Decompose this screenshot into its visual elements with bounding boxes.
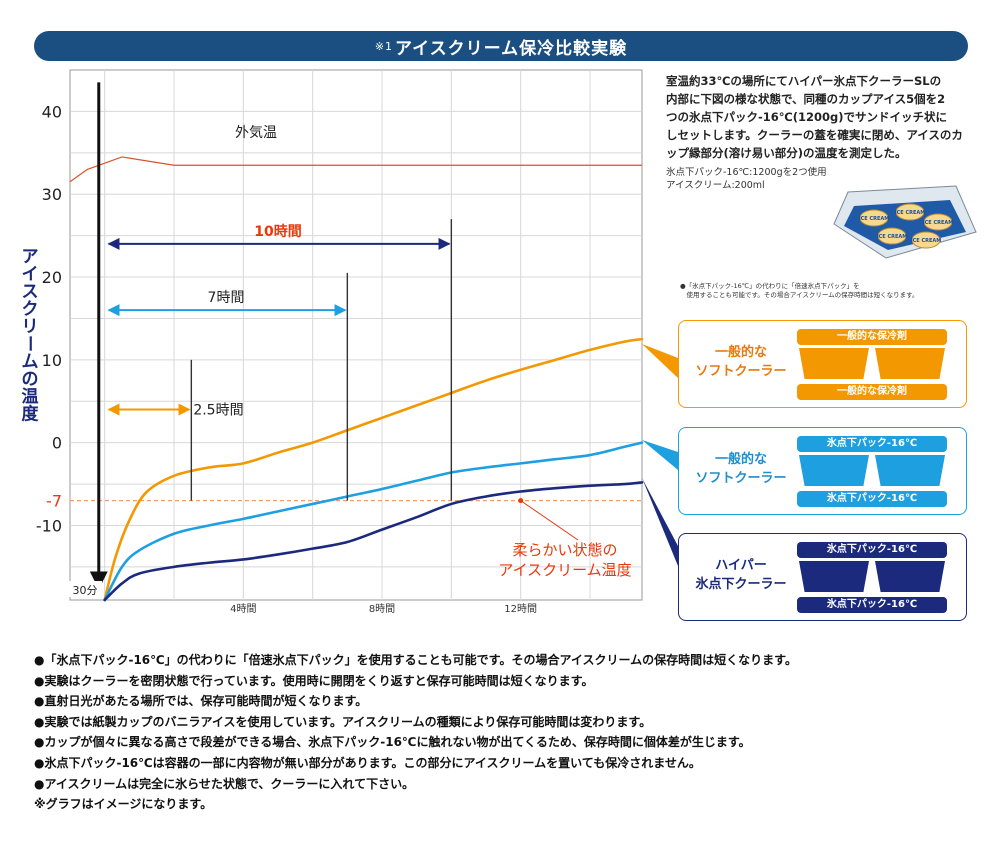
coolant-caption: ●「氷点下パック-16℃」の代わりに「倍速氷点下パック」を 使用することも可能で… xyxy=(680,282,975,300)
panel-label-line: 一般的な xyxy=(714,345,767,360)
panel-general-cooler: 一般的な ソフトクーラー 一般的な保冷剤 一般的な保冷剤 xyxy=(678,320,967,408)
cup-shape xyxy=(875,455,945,486)
annotation-text: アイスクリーム温度 xyxy=(498,561,631,579)
y-axis-label-char: 度 xyxy=(22,404,40,425)
caption-line: 使用することも可能です。その場合アイスクリームの保存時間は短くなります。 xyxy=(680,291,919,299)
pack-bottom: 氷点下パック-16℃ xyxy=(797,597,947,613)
y-axis-label-char: ス xyxy=(22,282,39,302)
title-bar: ※1 アイスクリーム保冷比較実験 xyxy=(34,31,968,61)
annotation-leader xyxy=(520,500,579,541)
note-item: ●直射日光があたる場所では、保存可能時間が短くなります。 xyxy=(34,694,368,709)
cup-label: ICE CREAM xyxy=(895,210,925,216)
x-tick-label: 8時間 xyxy=(369,603,395,615)
cup-shape xyxy=(799,348,869,379)
y-tick-label: 40 xyxy=(42,102,62,121)
note-item: ●実験では紙製カップのバニラアイスを使用しています。アイスクリームの種類により保… xyxy=(34,714,652,729)
panel-label-line: 一般的な xyxy=(714,452,767,467)
note-item: ●アイスクリームは完全に氷らせた状態で、クーラーに入れて下さい。 xyxy=(34,776,415,791)
page-title: アイスクリーム保冷比較実験 xyxy=(395,38,628,59)
y-tick-label: 20 xyxy=(42,268,62,287)
note-item: ※グラフはイメージになります。 xyxy=(34,797,213,812)
cup-shape xyxy=(875,561,945,592)
y-axis-label-char: ー xyxy=(19,335,39,352)
panel-label: ハイパー 氷点下クーラー xyxy=(687,556,795,594)
cups xyxy=(799,561,945,592)
spec-line: アイスクリーム:200ml xyxy=(666,180,765,191)
title-note-mark: ※1 xyxy=(374,39,394,53)
pack-top: 一般的な保冷剤 xyxy=(797,329,947,345)
pack-bottom: 氷点下パック-16℃ xyxy=(797,491,947,507)
notes-list: ●「氷点下パック-16℃」の代わりに「倍速氷点下パック」を使用することも可能です… xyxy=(34,650,797,815)
y-axis-label-char: イ xyxy=(22,265,39,285)
cup-shape xyxy=(875,348,945,379)
cup-label: ICE CREAM xyxy=(923,220,953,226)
duration-label: 7時間 xyxy=(208,290,245,306)
pack-bottom: 一般的な保冷剤 xyxy=(797,384,947,400)
note-item: ●カップが個々に異なる高さで段差ができる場合、氷点下パック-16℃に触れない物が… xyxy=(34,735,751,750)
outside-temp-line xyxy=(69,156,642,183)
start-marker-label-bg xyxy=(68,581,102,597)
description-line: 内部に下図の様な状態で、同種のカップアイス5個を2 xyxy=(666,92,946,106)
spec-line: 氷点下パック-16℃:1200gを2つ使用 xyxy=(666,167,827,178)
note-item: ●実験はクーラーを密閉状態で行っています。使用時に開閉をくり返すと保存可能時間は… xyxy=(34,673,594,688)
panel-label: 一般的な ソフトクーラー xyxy=(687,343,795,381)
cup-label: ICE CREAM xyxy=(859,216,889,222)
description-line: ップ縁部分(溶け易い部分)の温度を測定した。 xyxy=(666,146,907,160)
y-axis-label-char: ア xyxy=(22,247,39,267)
pack-top: 氷点下パック-16℃ xyxy=(797,436,947,452)
experiment-spec: 氷点下パック-16℃:1200gを2つ使用 アイスクリーム:200ml xyxy=(666,166,827,192)
y-axis-label-char: ム xyxy=(22,352,39,372)
series-line-soft_pack xyxy=(103,441,644,602)
y-tick-label: 10 xyxy=(42,351,62,370)
cup-label: ICE CREAM xyxy=(877,234,907,240)
y-axis-label-char: の xyxy=(22,370,39,390)
description-line: 室温約33℃の場所にてハイパー氷点下クーラーSLの xyxy=(666,74,942,88)
panel-hyper-cooler: ハイパー 氷点下クーラー 氷点下パック-16℃ 氷点下パック-16℃ xyxy=(678,533,967,621)
x-tick-label: 12時間 xyxy=(504,603,537,615)
note-item: ●「氷点下パック-16℃」の代わりに「倍速氷点下パック」を使用することも可能です… xyxy=(34,653,797,667)
pack-top: 氷点下パック-16℃ xyxy=(797,542,947,558)
y-tick-label: 30 xyxy=(42,185,62,204)
panel-label: 一般的な ソフトクーラー xyxy=(687,450,795,488)
annotation-text: 柔らかい状態の xyxy=(512,541,617,559)
cup-label: ICE CREAM xyxy=(911,238,941,244)
panel-label-line: 氷点下クーラー xyxy=(695,577,787,592)
y-axis-label-char: リ xyxy=(22,317,39,337)
caption-line: ●「氷点下パック-16℃」の代わりに「倍速氷点下パック」を xyxy=(680,282,860,290)
start-marker-label: 30分 xyxy=(73,584,98,597)
panel-soft-cooler-with-pack: 一般的な ソフトクーラー 氷点下パック-16℃ 氷点下パック-16℃ xyxy=(678,427,967,515)
cup-shape xyxy=(799,561,869,592)
y-axis-label-char: 温 xyxy=(22,387,39,407)
experiment-description: 室温約33℃の場所にてハイパー氷点下クーラーSLの 内部に下図の様な状態で、同種… xyxy=(666,72,976,162)
panel-label-line: ソフトクーラー xyxy=(695,471,787,486)
series-line-hyper xyxy=(103,481,644,602)
cooler-illustration: ICE CREAM ICE CREAM ICE CREAM ICE CREAM … xyxy=(833,185,977,259)
description-line: つの氷点下パック-16℃(1200g)でサンドイッチ状に xyxy=(666,110,947,124)
cups xyxy=(799,455,945,486)
duration-label: 2.5時間 xyxy=(193,403,243,419)
panel-label-line: ハイパー xyxy=(715,558,767,573)
note-item: ●氷点下パック-16℃は容器の一部に内容物が無い部分があります。この部分にアイス… xyxy=(34,755,701,770)
outside-temp-label: 外気温 xyxy=(235,125,277,141)
description-line: しセットします。クーラーの蓋を確実に閉め、アイスのカ xyxy=(666,128,963,142)
connector-soft-pack xyxy=(642,440,678,470)
connector-hyper xyxy=(642,478,678,566)
cup-shape xyxy=(799,455,869,486)
panel-label-line: ソフトクーラー xyxy=(695,364,787,379)
threshold-label: -7 xyxy=(46,492,62,511)
plot-frame xyxy=(69,69,643,601)
panel-connectors xyxy=(642,344,678,566)
y-tick-label: 0 xyxy=(52,434,62,453)
connector-general xyxy=(642,344,678,378)
cups xyxy=(799,348,945,379)
y-axis-label-char: ク xyxy=(22,300,39,320)
y-tick-label: -10 xyxy=(36,516,62,535)
duration-label: 10時間 xyxy=(254,223,301,240)
x-tick-label: 4時間 xyxy=(230,603,256,615)
